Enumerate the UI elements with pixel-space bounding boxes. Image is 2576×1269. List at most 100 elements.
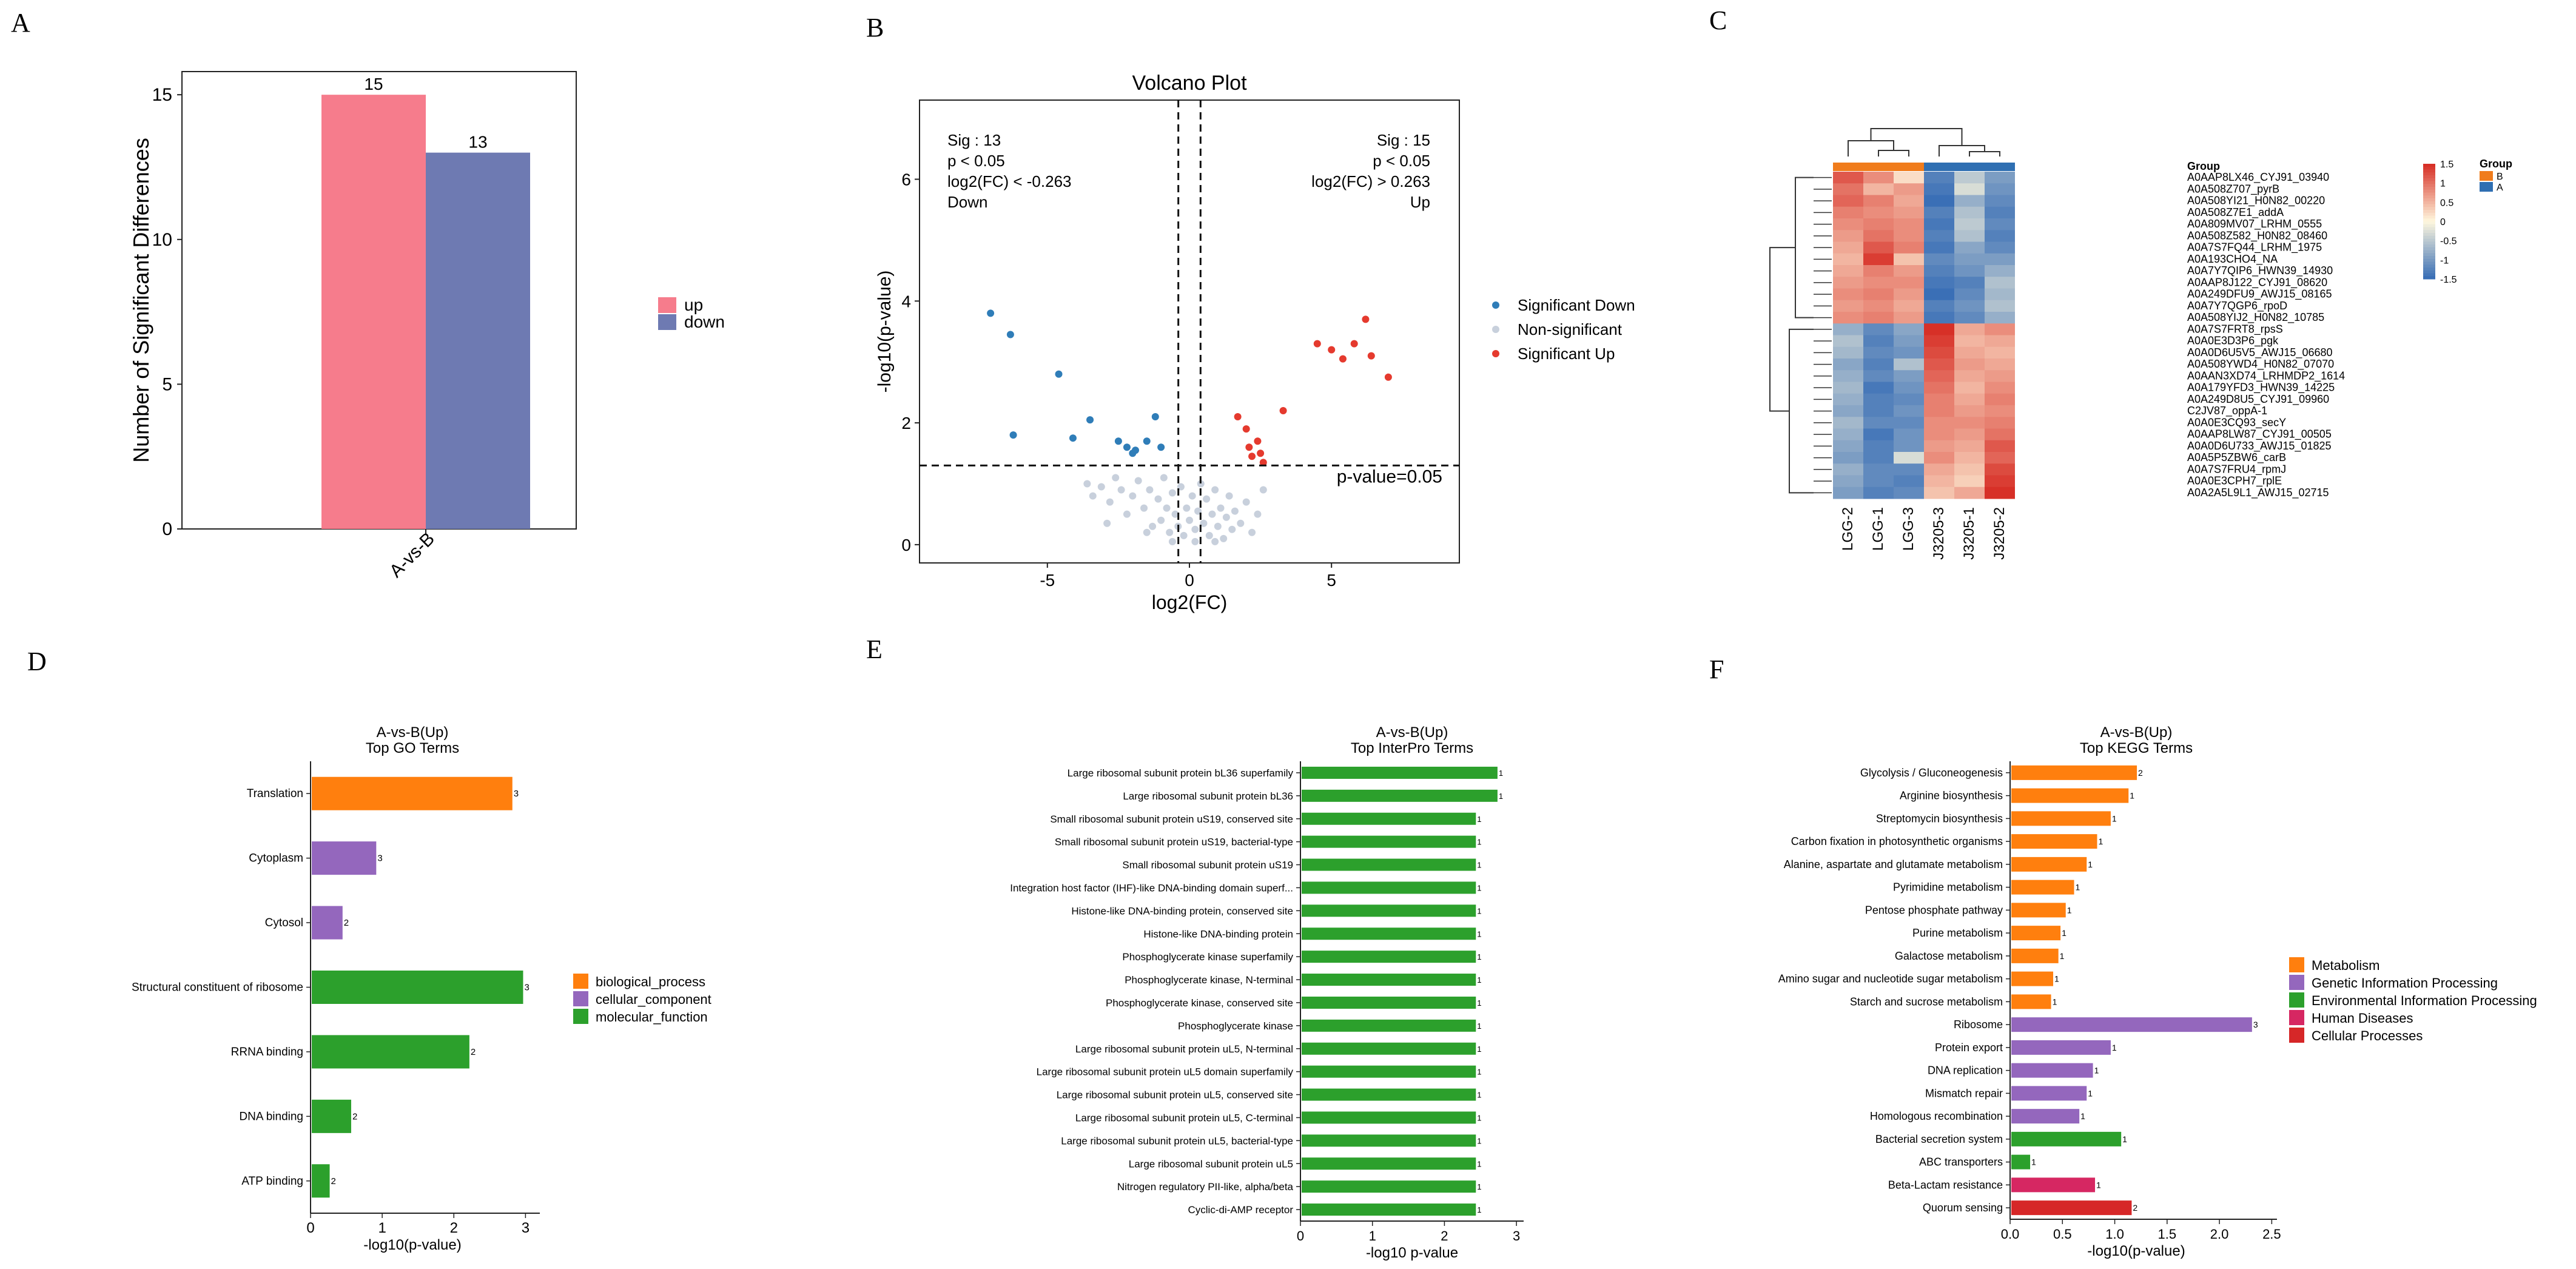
heatmap-cell bbox=[1924, 183, 1954, 195]
term-label: Histone-like DNA-binding protein, conser… bbox=[1071, 905, 1293, 917]
term-label: Purine metabolism bbox=[1912, 927, 2003, 939]
point-non-significant bbox=[1112, 474, 1120, 482]
term-count-label: 2 bbox=[352, 1111, 357, 1122]
heatmap-cell bbox=[1863, 335, 1894, 348]
x-tick-label: 1.5 bbox=[2158, 1227, 2177, 1242]
heatmap-cell bbox=[1833, 463, 1863, 476]
heatmap-cell bbox=[1924, 277, 1954, 289]
legend-label: A bbox=[2497, 183, 2503, 193]
color-scale-segment bbox=[2423, 233, 2435, 237]
term-count-label: 1 bbox=[1477, 1159, 1481, 1168]
point-non-significant bbox=[1237, 519, 1245, 527]
term-label: Phosphoglycerate kinase bbox=[1178, 1020, 1293, 1032]
column-dendrogram-branch bbox=[1878, 150, 1909, 157]
term-count-label: 1 bbox=[1477, 998, 1481, 1008]
heatmap-cell bbox=[1833, 195, 1863, 207]
column-label: J3205-3 bbox=[1931, 507, 1947, 560]
term-label: Protein export bbox=[1935, 1042, 2003, 1054]
term-bar bbox=[2011, 903, 2066, 918]
legend-swatch-group-B bbox=[2480, 171, 2493, 181]
heatmap-cell bbox=[1924, 475, 1954, 488]
heatmap-cell bbox=[1954, 195, 1985, 207]
point-significant-down bbox=[1086, 416, 1094, 424]
heatmap-cell bbox=[1954, 463, 1985, 476]
row-label: A0A193CHO4_NA bbox=[2187, 253, 2278, 266]
row-label: A0AAN3XD74_LRHMDP2_1614 bbox=[2187, 369, 2345, 382]
annotation-up: log2(FC) > 0.263 bbox=[1311, 172, 1430, 190]
term-label: Small ribosomal subunit protein uS19, co… bbox=[1050, 813, 1293, 825]
term-bar bbox=[1302, 1134, 1476, 1147]
threshold-label: p-value=0.05 bbox=[1337, 466, 1442, 486]
row-label: A0A249D8U5_CYJ91_09960 bbox=[2187, 393, 2329, 406]
x-tick-label: 1.0 bbox=[2105, 1227, 2124, 1242]
term-count-label: 3 bbox=[377, 853, 382, 864]
point-non-significant bbox=[1200, 519, 1208, 527]
point-non-significant bbox=[1097, 483, 1105, 491]
point-non-significant bbox=[1211, 486, 1219, 494]
term-bar bbox=[312, 1099, 351, 1133]
heatmap-cell bbox=[1954, 370, 1985, 382]
term-bar bbox=[2011, 788, 2129, 803]
heatmap-cell bbox=[1985, 300, 2015, 312]
color-scale-segment bbox=[2423, 198, 2435, 202]
heatmap-cell bbox=[1894, 335, 1924, 348]
term-bar bbox=[312, 776, 513, 810]
x-tick-label: 0 bbox=[306, 1220, 314, 1236]
term-bar bbox=[2011, 1131, 2122, 1146]
heatmap-cell bbox=[1954, 393, 1985, 406]
heatmap-cell bbox=[1863, 253, 1894, 266]
x-axis-label: -log10 p-value bbox=[1366, 1245, 1458, 1261]
term-label: Pentose phosphate pathway bbox=[1865, 904, 2003, 916]
color-scale-tick: -1 bbox=[2440, 255, 2449, 266]
point-non-significant bbox=[1168, 489, 1176, 497]
panel-letter-c: C bbox=[1709, 5, 1727, 35]
heatmap-cell bbox=[1985, 206, 2015, 219]
legend-label: cellular_component bbox=[596, 992, 711, 1007]
panel-a-bar-chart: 0 5 10 15 15 13 A-vs-B Number of Significant Di… bbox=[129, 71, 725, 582]
heatmap-cell bbox=[1863, 440, 1894, 453]
heatmap-cell bbox=[1894, 195, 1924, 207]
color-scale-segment bbox=[2423, 181, 2435, 184]
heatmap-cell bbox=[1924, 417, 1954, 429]
group-bar-cell bbox=[1894, 163, 1924, 171]
x-tick-label: 0.0 bbox=[2001, 1227, 2020, 1242]
group-row-label: Group bbox=[2187, 160, 2220, 172]
heatmap-cell bbox=[1924, 382, 1954, 394]
color-scale-segment bbox=[2423, 276, 2435, 280]
heatmap-cell bbox=[1894, 405, 1924, 417]
panel-letter-b: B bbox=[866, 13, 884, 42]
term-count-label: 1 bbox=[1477, 1182, 1481, 1191]
heatmap-cell bbox=[1863, 312, 1894, 324]
heatmap-cell bbox=[1833, 300, 1863, 312]
heatmap-cell bbox=[1863, 183, 1894, 195]
annotation-down: Sig : 13 bbox=[947, 131, 1001, 149]
heatmap-cell bbox=[1863, 288, 1894, 301]
heatmap-cell bbox=[1833, 218, 1863, 231]
heatmap-cell bbox=[1924, 428, 1954, 441]
term-count-label: 1 bbox=[2062, 928, 2067, 938]
row-label: A0A7Y7QIP6_HWN39_14930 bbox=[2187, 264, 2333, 277]
heatmap-cell bbox=[1894, 218, 1924, 231]
term-count-label: 3 bbox=[524, 983, 529, 993]
heatmap-cell bbox=[1863, 218, 1894, 231]
term-count-label: 1 bbox=[1477, 1113, 1481, 1122]
point-significant-down bbox=[1151, 413, 1159, 421]
color-scale-segment bbox=[2423, 256, 2435, 260]
heatmap-cell bbox=[1894, 382, 1924, 394]
row-label: A0A508YIJ2_H0N82_10785 bbox=[2187, 311, 2324, 324]
panel-c-heatmap: GroupA0AAP8LX46_CYJ91_03940A0A508Z707_py… bbox=[1769, 128, 2512, 560]
panel-letter-f: F bbox=[1709, 655, 1724, 684]
legend-swatch-cat_env bbox=[2289, 992, 2304, 1008]
term-label: Alanine, aspartate and glutamate metabol… bbox=[1784, 858, 2003, 870]
heatmap-cell bbox=[1894, 440, 1924, 453]
heatmap-cell bbox=[1894, 312, 1924, 324]
term-label: Large ribosomal subunit protein bL36 bbox=[1123, 790, 1293, 802]
point-non-significant bbox=[1191, 525, 1199, 533]
term-label: Mismatch repair bbox=[1925, 1087, 2003, 1099]
legend-label: Human Diseases bbox=[2312, 1011, 2413, 1026]
color-scale-segment bbox=[2423, 244, 2435, 248]
term-bar bbox=[312, 906, 343, 940]
heatmap-cell bbox=[1924, 253, 1954, 266]
term-count-label: 1 bbox=[2053, 997, 2057, 1006]
point-non-significant bbox=[1254, 510, 1262, 518]
